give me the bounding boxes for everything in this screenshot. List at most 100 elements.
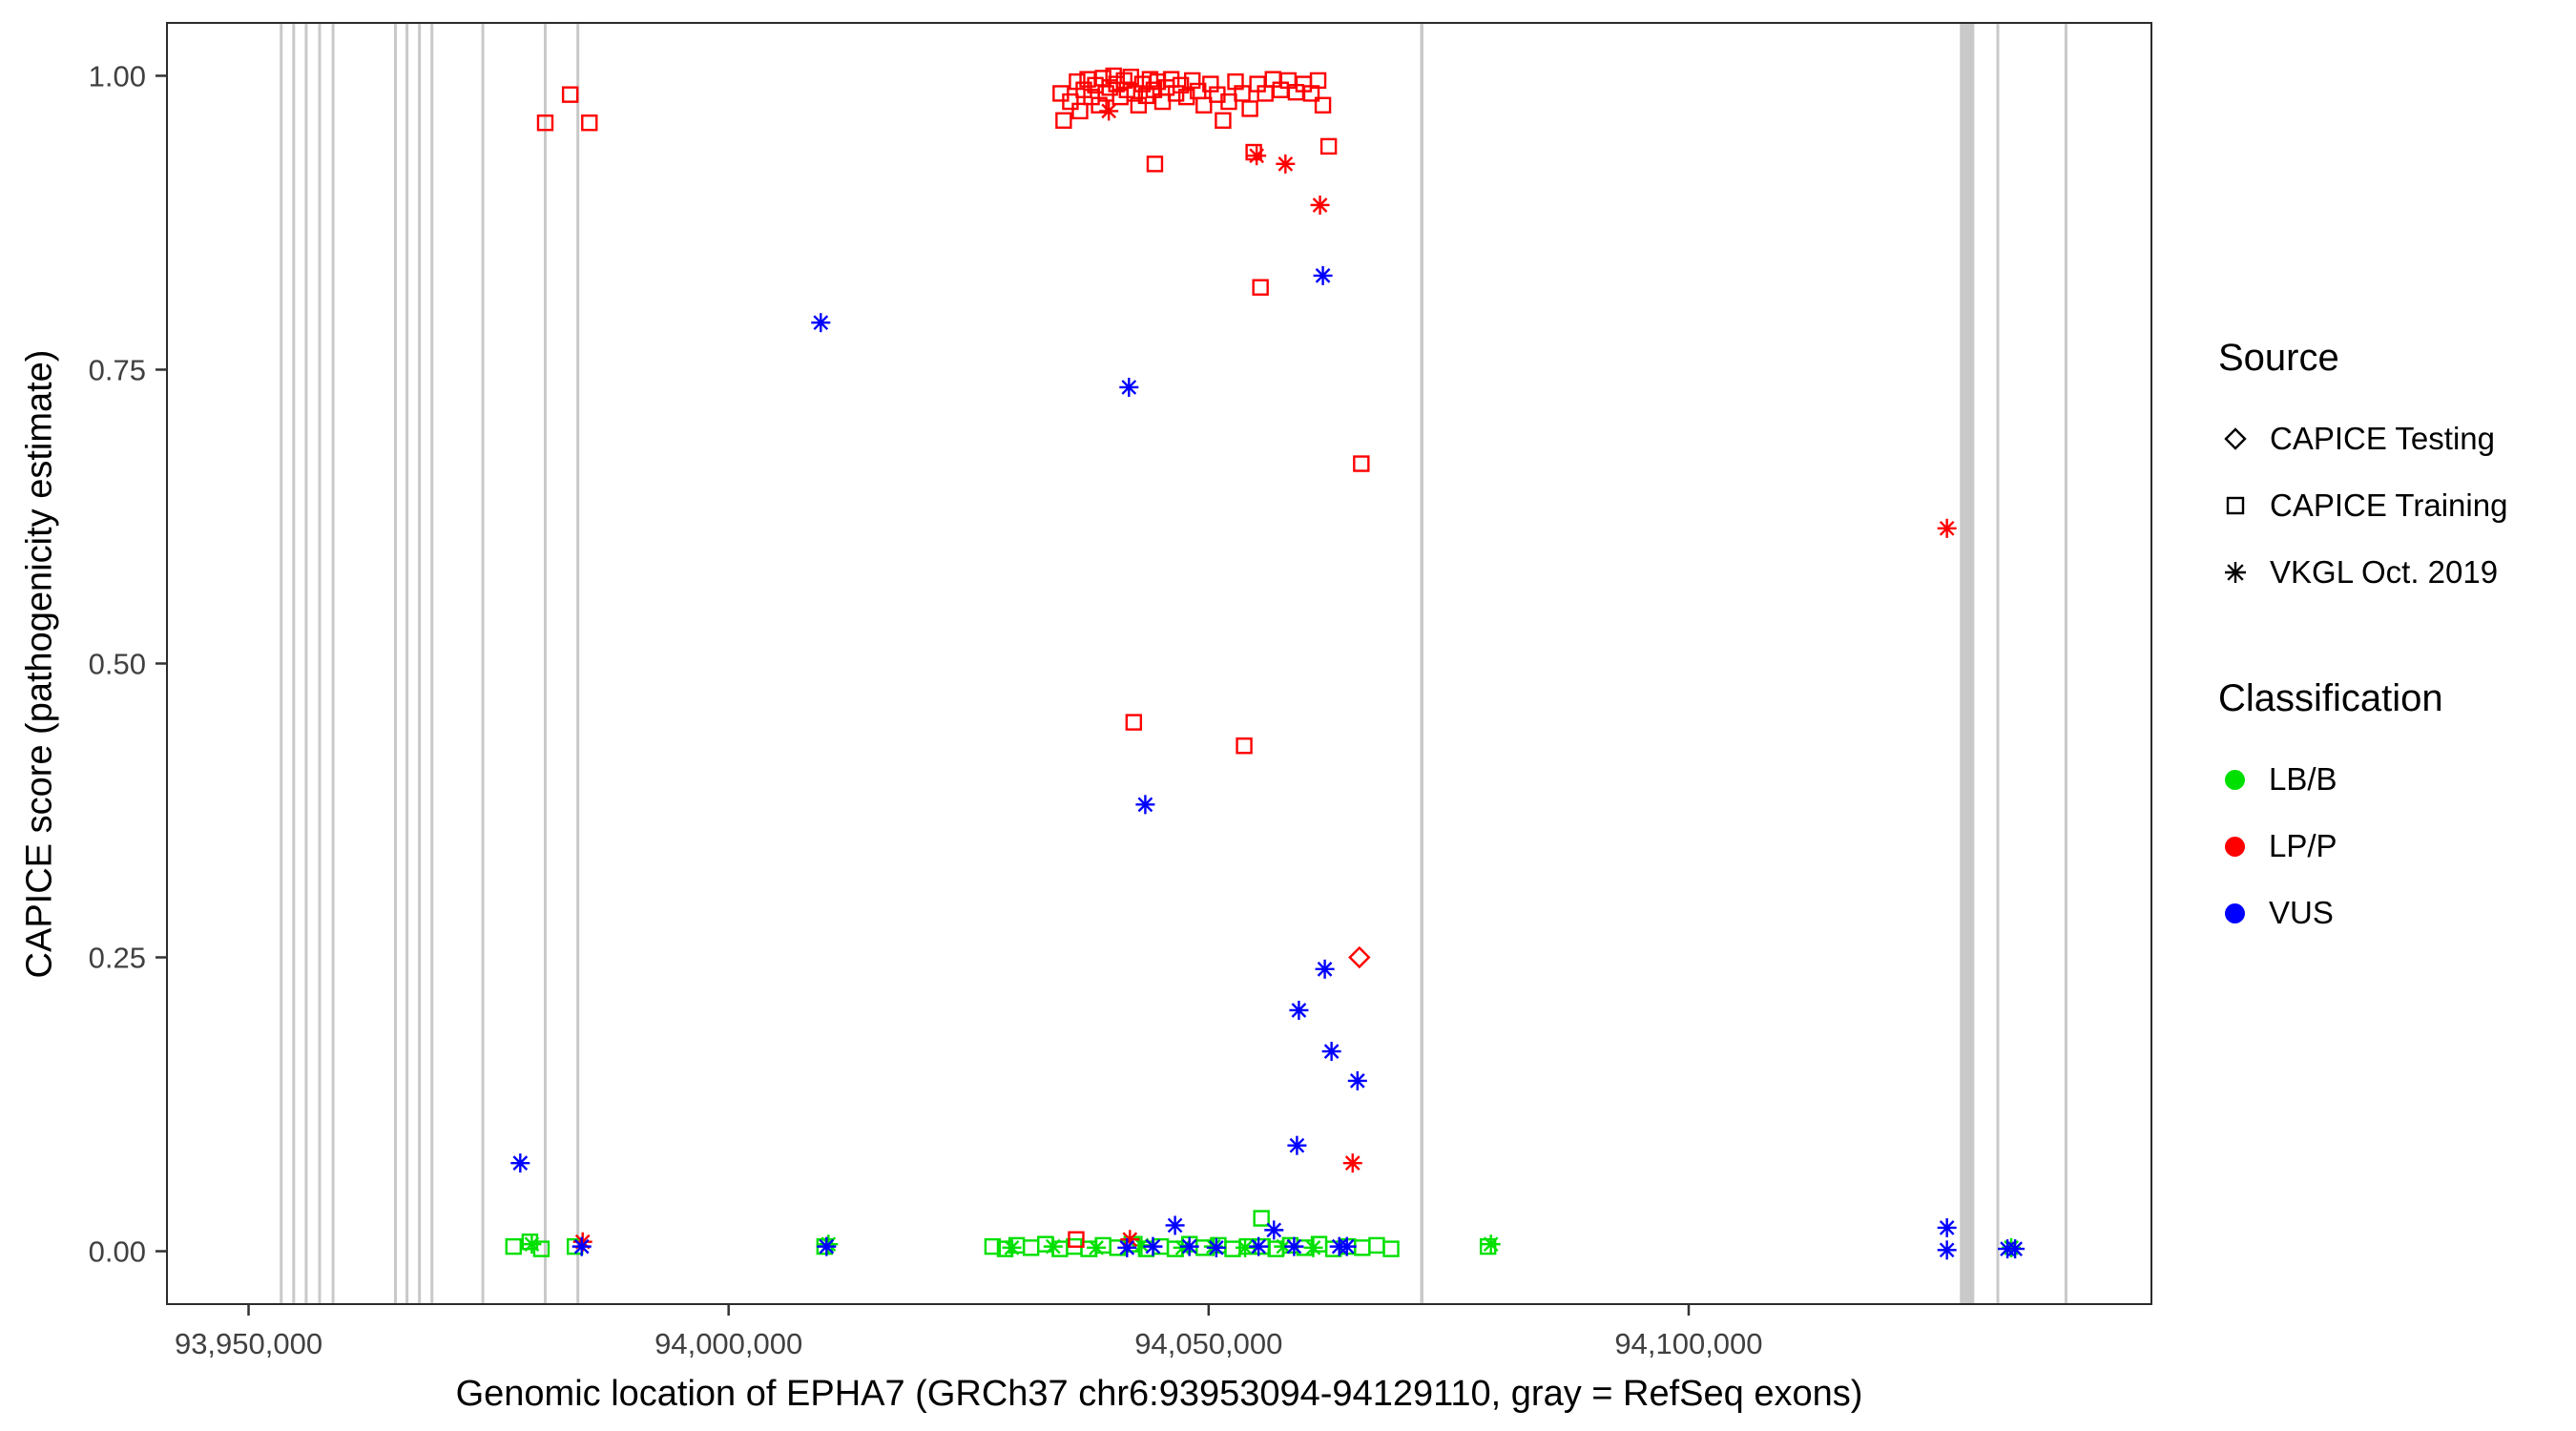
exon-line: [418, 24, 422, 1303]
data-point-asterisk: [1287, 1135, 1307, 1155]
exon-line: [1420, 24, 1423, 1303]
data-point-square: [1479, 1237, 1497, 1255]
data-point-square: [1146, 156, 1164, 173]
data-point-square: [1253, 1210, 1270, 1227]
y-tick-label: 0.75: [89, 353, 146, 386]
data-point-asterisk: [1274, 1236, 1294, 1256]
lpp-dot-icon: [2225, 836, 2245, 857]
data-point-asterisk: [1264, 1220, 1284, 1240]
data-point-square: [1252, 279, 1269, 296]
data-point-asterisk: [817, 1236, 837, 1256]
data-point-asterisk: [1276, 154, 1296, 174]
legend-item-lpp: LP/P: [2218, 813, 2507, 880]
y-axis-label: CAPICE score (pathogenicity estimate): [19, 349, 60, 979]
data-point-asterisk: [1165, 1215, 1185, 1235]
vus-dot-icon: [2225, 902, 2245, 923]
panel-border: [166, 22, 2152, 1305]
data-point-asterisk: [1937, 1217, 1957, 1237]
data-point-asterisk: [1310, 195, 1330, 215]
exon-line: [543, 24, 547, 1303]
data-point-square: [1172, 76, 1190, 94]
data-point-square: [1314, 96, 1332, 114]
legend-source-title: Source: [2218, 337, 2339, 379]
data-point-asterisk: [1203, 1236, 1223, 1256]
exon-line: [304, 24, 308, 1303]
exon-line: [331, 24, 335, 1303]
data-point-asterisk: [1002, 1237, 1022, 1257]
y-tick-label: 1.00: [89, 59, 146, 93]
exon-line: [1996, 24, 2000, 1303]
legend-item-label: CAPICE Training: [2270, 487, 2508, 523]
exon-line: [576, 24, 580, 1303]
data-point-asterisk: [811, 313, 831, 333]
exon-line: [1960, 24, 1975, 1303]
data-point-asterisk: [1143, 1236, 1163, 1256]
data-point-square: [1195, 96, 1213, 114]
data-point-diamond: [1348, 945, 1371, 969]
data-point-asterisk: [2002, 1237, 2022, 1257]
lbb-dot-icon: [2225, 769, 2245, 790]
data-point-square: [1068, 1231, 1085, 1248]
legend-item-capice-training: CAPICE Training: [2218, 472, 2507, 539]
legend-spacer: [2218, 606, 2507, 676]
data-point-asterisk: [1119, 377, 1139, 397]
y-tick-label: 0.25: [89, 942, 146, 975]
data-point-square: [1071, 102, 1089, 120]
data-point-asterisk: [1043, 1236, 1063, 1256]
data-point-asterisk: [1481, 1234, 1501, 1255]
data-point-square: [1184, 72, 1201, 90]
data-point-asterisk: [1236, 1237, 1256, 1257]
data-point-asterisk: [1303, 1237, 1323, 1257]
data-point-asterisk: [1206, 1237, 1226, 1257]
data-point-square: [1177, 88, 1195, 106]
data-point-square: [1236, 737, 1253, 755]
legend-item-vus: VUS: [2218, 880, 2507, 946]
exon-line: [318, 24, 322, 1303]
legend-item-label: CAPICE Testing: [2270, 421, 2495, 456]
y-tick-label: 0.50: [89, 648, 146, 681]
legend-item-label: LP/P: [2269, 828, 2337, 863]
data-point-square: [1353, 455, 1370, 472]
data-point-asterisk: [1135, 795, 1155, 815]
data-point-asterisk: [1347, 1070, 1367, 1090]
data-point-asterisk: [1284, 1236, 1304, 1256]
legend-item-vkgl: VKGL Oct. 2019: [2218, 539, 2507, 606]
data-point-square: [1125, 714, 1143, 731]
data-point-asterisk: [1315, 959, 1335, 979]
x-tick-label: 94,000,000: [654, 1327, 802, 1360]
data-point-square: [984, 1237, 1002, 1255]
data-point-asterisk: [1937, 1240, 1957, 1260]
data-point-asterisk: [1937, 518, 1957, 538]
legend-classification-title: Classification: [2218, 677, 2443, 719]
data-point-square: [1215, 112, 1232, 129]
exon-line: [280, 24, 283, 1303]
x-axis-label: Genomic location of EPHA7 (GRCh37 chr6:9…: [455, 1374, 1863, 1414]
data-point-square: [561, 86, 579, 103]
data-point-square: [505, 1237, 522, 1255]
asterisk-key-icon: [2218, 555, 2253, 590]
legend-item-lbb: LB/B: [2218, 746, 2507, 813]
y-tick-label: 0.00: [89, 1235, 146, 1269]
data-point-square: [1022, 1239, 1040, 1256]
data-point-asterisk: [1247, 146, 1267, 166]
exon-line: [393, 24, 398, 1303]
legend-item-label: VUS: [2269, 895, 2334, 930]
legend: Source CAPICE Testing CAPICE Training: [2218, 336, 2507, 946]
data-point-asterisk: [1313, 265, 1333, 285]
data-point-square: [1309, 72, 1327, 90]
data-point-square: [1382, 1240, 1400, 1257]
data-point-asterisk: [510, 1153, 530, 1173]
x-tick-label: 94,100,000: [1614, 1327, 1762, 1360]
exon-line: [2064, 24, 2067, 1303]
exon-line: [292, 24, 296, 1303]
exon-line: [430, 24, 434, 1303]
data-point-square: [1055, 112, 1072, 129]
data-point-asterisk: [1249, 1236, 1269, 1256]
data-point-asterisk: [522, 1234, 542, 1255]
data-point-asterisk: [2005, 1239, 2025, 1259]
data-point-square: [1368, 1236, 1385, 1255]
data-point-asterisk: [1117, 1237, 1137, 1257]
data-point-asterisk: [571, 1236, 592, 1256]
